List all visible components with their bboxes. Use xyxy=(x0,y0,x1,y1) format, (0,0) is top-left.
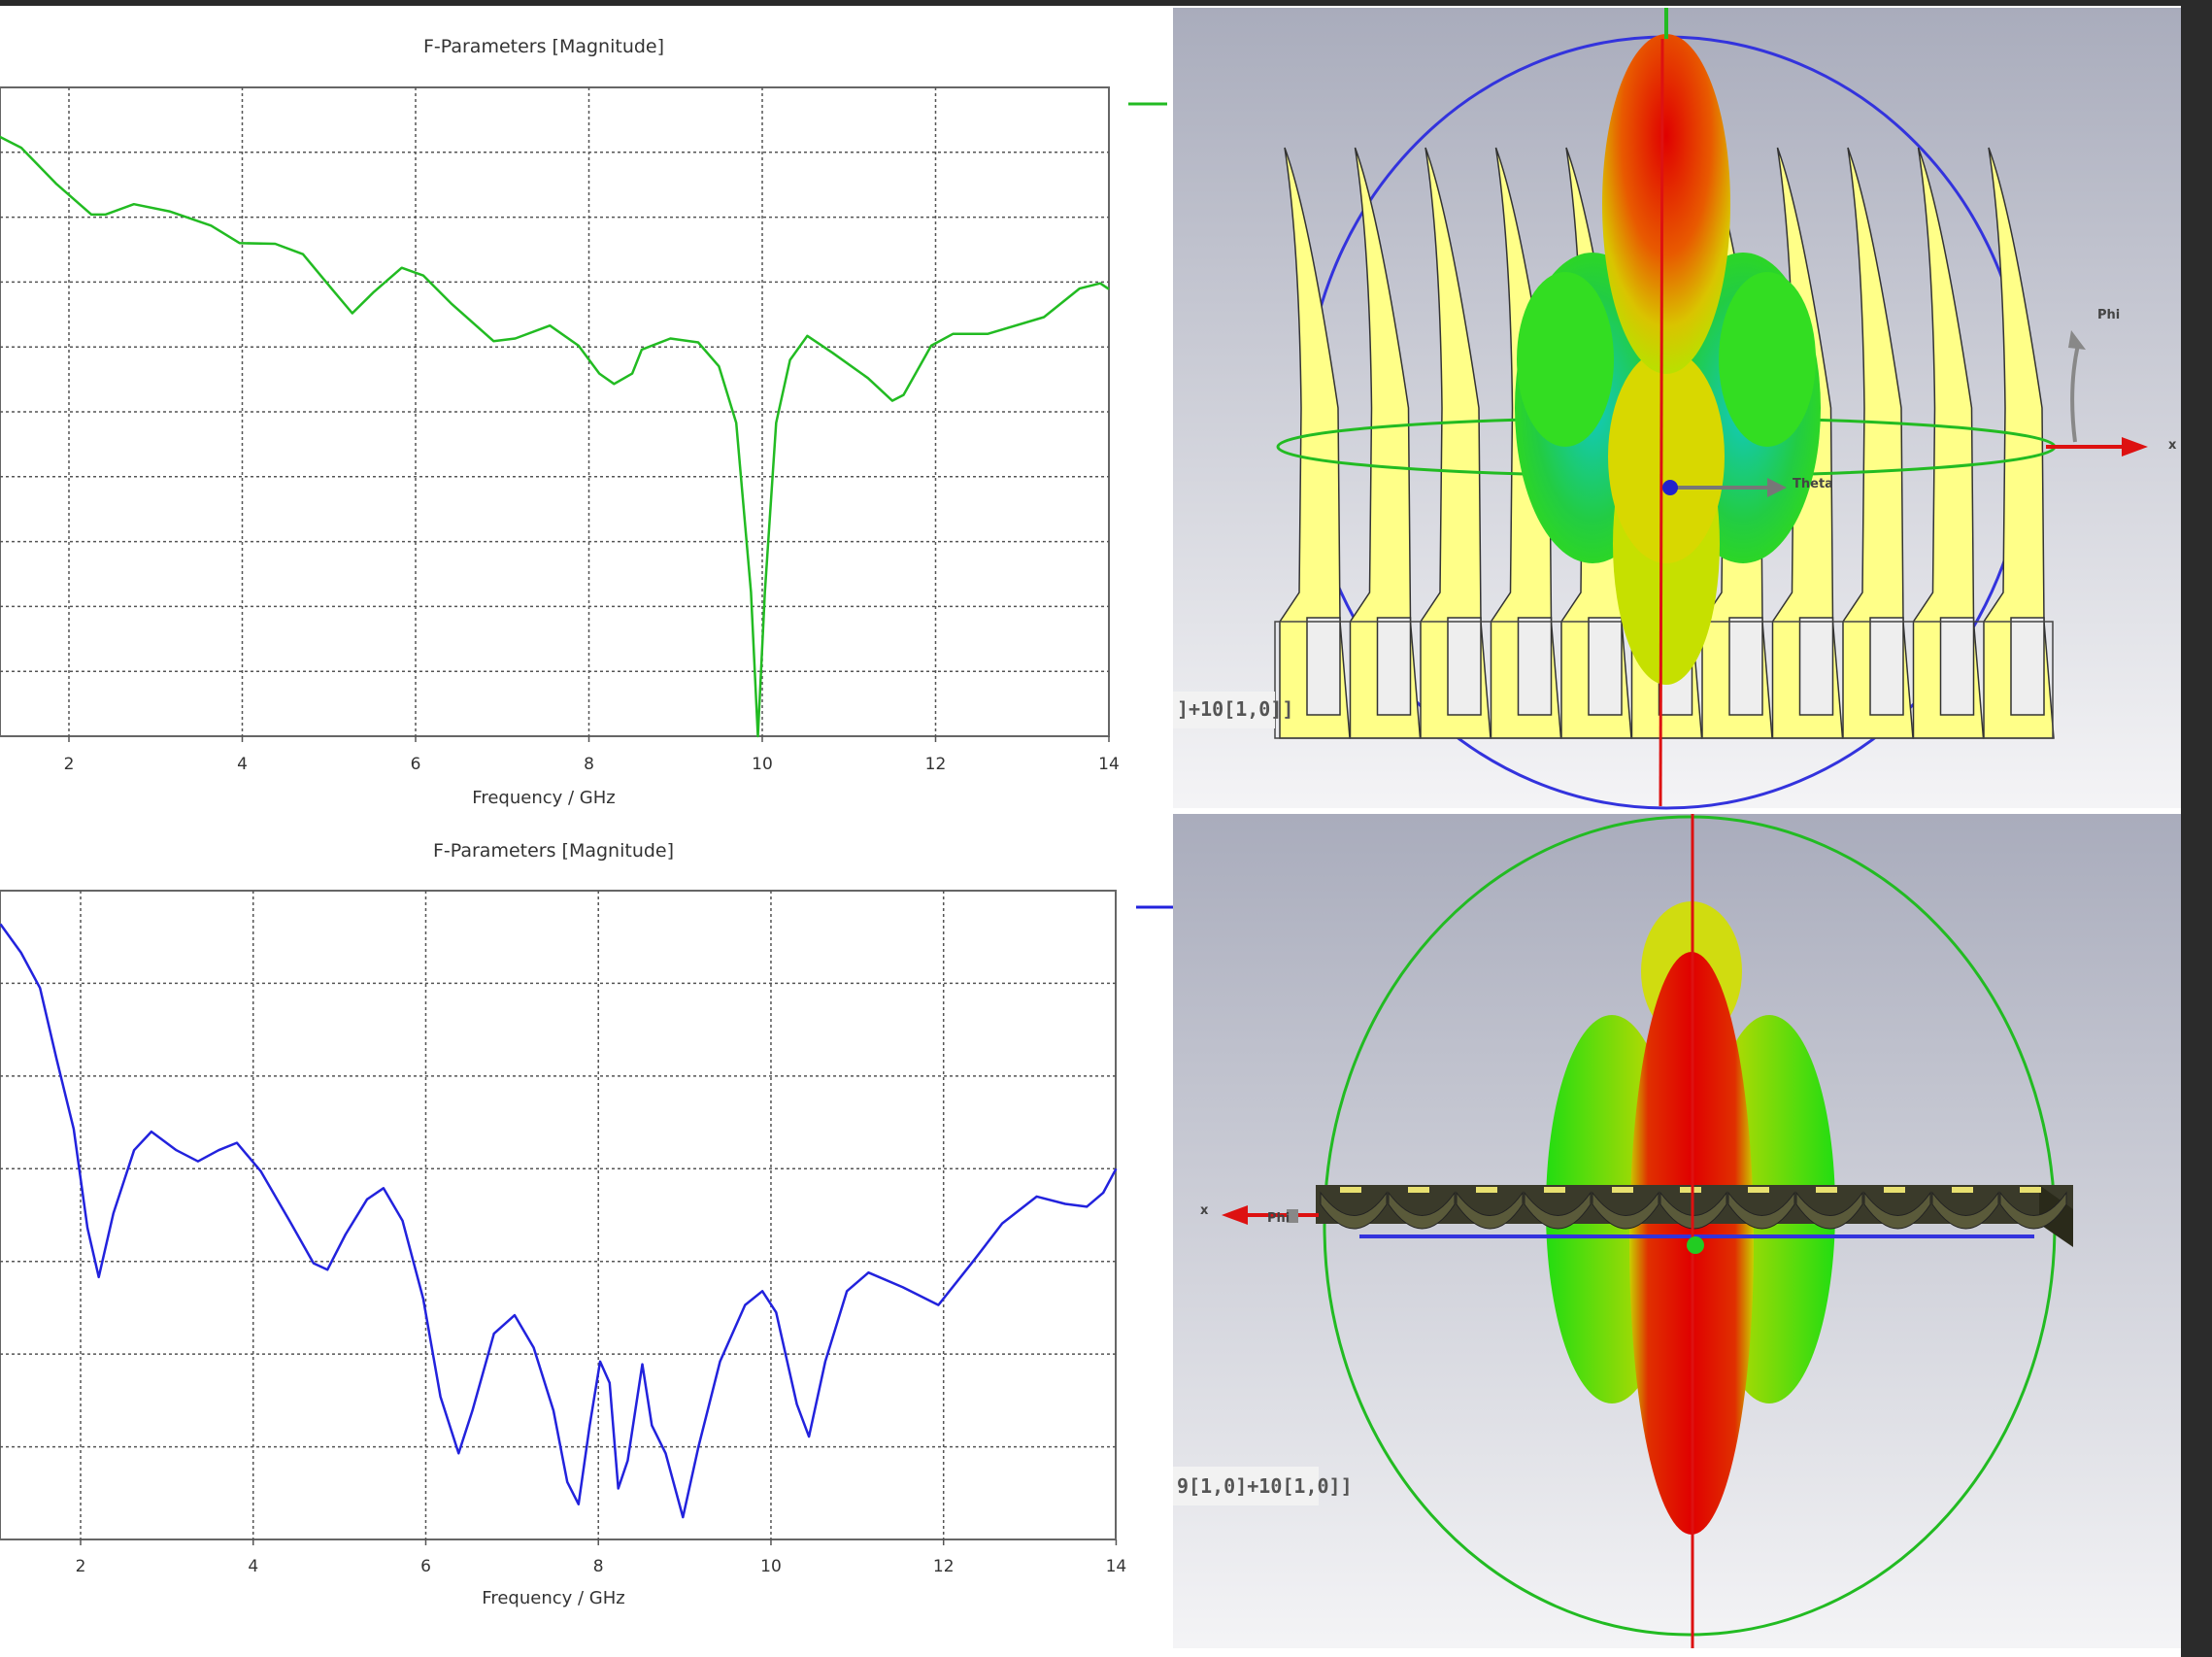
chart-bottom-xlabel: Frequency / GHz xyxy=(482,1588,624,1608)
antenna-patch xyxy=(1544,1187,1565,1193)
x-tick-label: 10 xyxy=(752,755,773,774)
antenna-slot xyxy=(1869,617,1904,716)
antenna-patch xyxy=(1816,1187,1837,1193)
x-tick-label: 14 xyxy=(1106,1557,1127,1576)
antenna-patch xyxy=(1748,1187,1769,1193)
antenna-patch xyxy=(1612,1187,1633,1193)
antenna-element xyxy=(1931,1191,1999,1230)
antenna-array-fins xyxy=(1279,147,2055,739)
x-tick-label: 6 xyxy=(411,755,421,774)
antenna-element xyxy=(1863,1191,1931,1230)
x-tick-label: 2 xyxy=(76,1557,86,1576)
antenna-slot xyxy=(1658,617,1693,716)
theta-label-top: Theta xyxy=(1793,477,1833,491)
antenna-fin xyxy=(1420,147,1491,739)
antenna-slot xyxy=(1588,617,1623,716)
antenna-patch xyxy=(1680,1187,1701,1193)
antenna-element xyxy=(1320,1191,1388,1230)
x-tick-label: 6 xyxy=(420,1557,431,1576)
antenna-fin xyxy=(1701,147,1773,739)
chart-top-title: F-Parameters [Magnitude] xyxy=(423,36,664,57)
x-tick-label: 2 xyxy=(64,755,75,774)
x-tick-label: 8 xyxy=(593,1557,604,1576)
window-top-bar xyxy=(0,0,2212,6)
x-tick-label: 8 xyxy=(584,755,594,774)
antenna-slot xyxy=(1376,617,1412,716)
antenna-array-side xyxy=(1320,1187,2067,1230)
antenna-fin xyxy=(1630,147,1703,739)
antenna-element xyxy=(1727,1191,1795,1230)
antenna-slot xyxy=(1798,617,1834,716)
x-tick-label: 12 xyxy=(933,1557,955,1576)
antenna-element xyxy=(1524,1191,1592,1230)
antenna-slot xyxy=(1939,617,1975,716)
antenna-patch xyxy=(1340,1187,1361,1193)
chart-top: F-Parameters [Magnitude] Frequency / GHz… xyxy=(0,36,1167,808)
antenna-patch xyxy=(1408,1187,1429,1193)
window-right-edge xyxy=(2181,0,2212,1657)
chart-bottom-title: F-Parameters [Magnitude] xyxy=(433,840,674,862)
antenna-patch xyxy=(1952,1187,1973,1193)
antenna-element xyxy=(1388,1191,1456,1230)
antenna-fin xyxy=(1560,147,1632,739)
antenna-fin xyxy=(1279,147,1351,739)
port-label-bottom: 9[1,0]+10[1,0]] xyxy=(1177,1474,1353,1498)
antenna-element xyxy=(1659,1191,1727,1230)
series-line xyxy=(0,135,1110,738)
phi-label-top: Phi xyxy=(2097,308,2120,322)
antenna-fin xyxy=(1842,147,1914,739)
x-tick-label: 14 xyxy=(1098,755,1120,774)
antenna-patch xyxy=(1476,1187,1497,1193)
radiation-pattern-top xyxy=(1515,34,1821,685)
antenna-slot xyxy=(1517,617,1553,716)
antenna-patch xyxy=(1884,1187,1905,1193)
x-tick-label: 4 xyxy=(237,755,248,774)
antenna-slot xyxy=(2010,617,2045,716)
charts-area: F-Parameters [Magnitude] Frequency / GHz… xyxy=(0,36,1175,1608)
antenna-fin xyxy=(1771,147,1844,739)
radiation-pattern-bottom xyxy=(1546,901,1835,1535)
antenna-slot xyxy=(1728,617,1763,716)
x-axis-label-bottom: x xyxy=(1200,1203,1209,1218)
series-line xyxy=(0,923,1118,1519)
x-tick-label: 12 xyxy=(925,755,947,774)
antenna-slot xyxy=(1447,617,1482,716)
antenna-element xyxy=(1456,1191,1524,1230)
phi-label-bottom: Phi xyxy=(1267,1211,1290,1226)
antenna-fin xyxy=(1912,147,1985,739)
antenna-element xyxy=(1999,1191,2067,1230)
x-tick-label: 10 xyxy=(760,1557,782,1576)
antenna-patch xyxy=(2020,1187,2041,1193)
x-tick-label: 4 xyxy=(248,1557,258,1576)
antenna-fin xyxy=(1490,147,1562,739)
port-label-top: ]+10[1,0]] xyxy=(1177,697,1293,721)
antenna-element xyxy=(1592,1191,1659,1230)
chart-bottom: F-Parameters [Magnitude] Frequency / GHz… xyxy=(0,840,1175,1608)
antenna-element xyxy=(1795,1191,1863,1230)
plot-frame xyxy=(0,890,1117,1540)
antenna-slot xyxy=(1306,617,1341,716)
x-axis-label-top: x xyxy=(2168,438,2177,453)
antenna-fin xyxy=(1349,147,1422,739)
antenna-fin xyxy=(1983,147,2055,739)
chart-top-xlabel: Frequency / GHz xyxy=(472,788,615,808)
